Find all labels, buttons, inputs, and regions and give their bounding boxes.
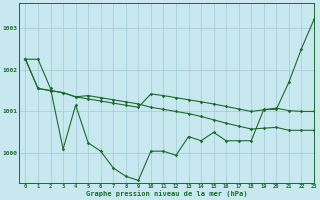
X-axis label: Graphe pression niveau de la mer (hPa): Graphe pression niveau de la mer (hPa) [86, 190, 247, 197]
